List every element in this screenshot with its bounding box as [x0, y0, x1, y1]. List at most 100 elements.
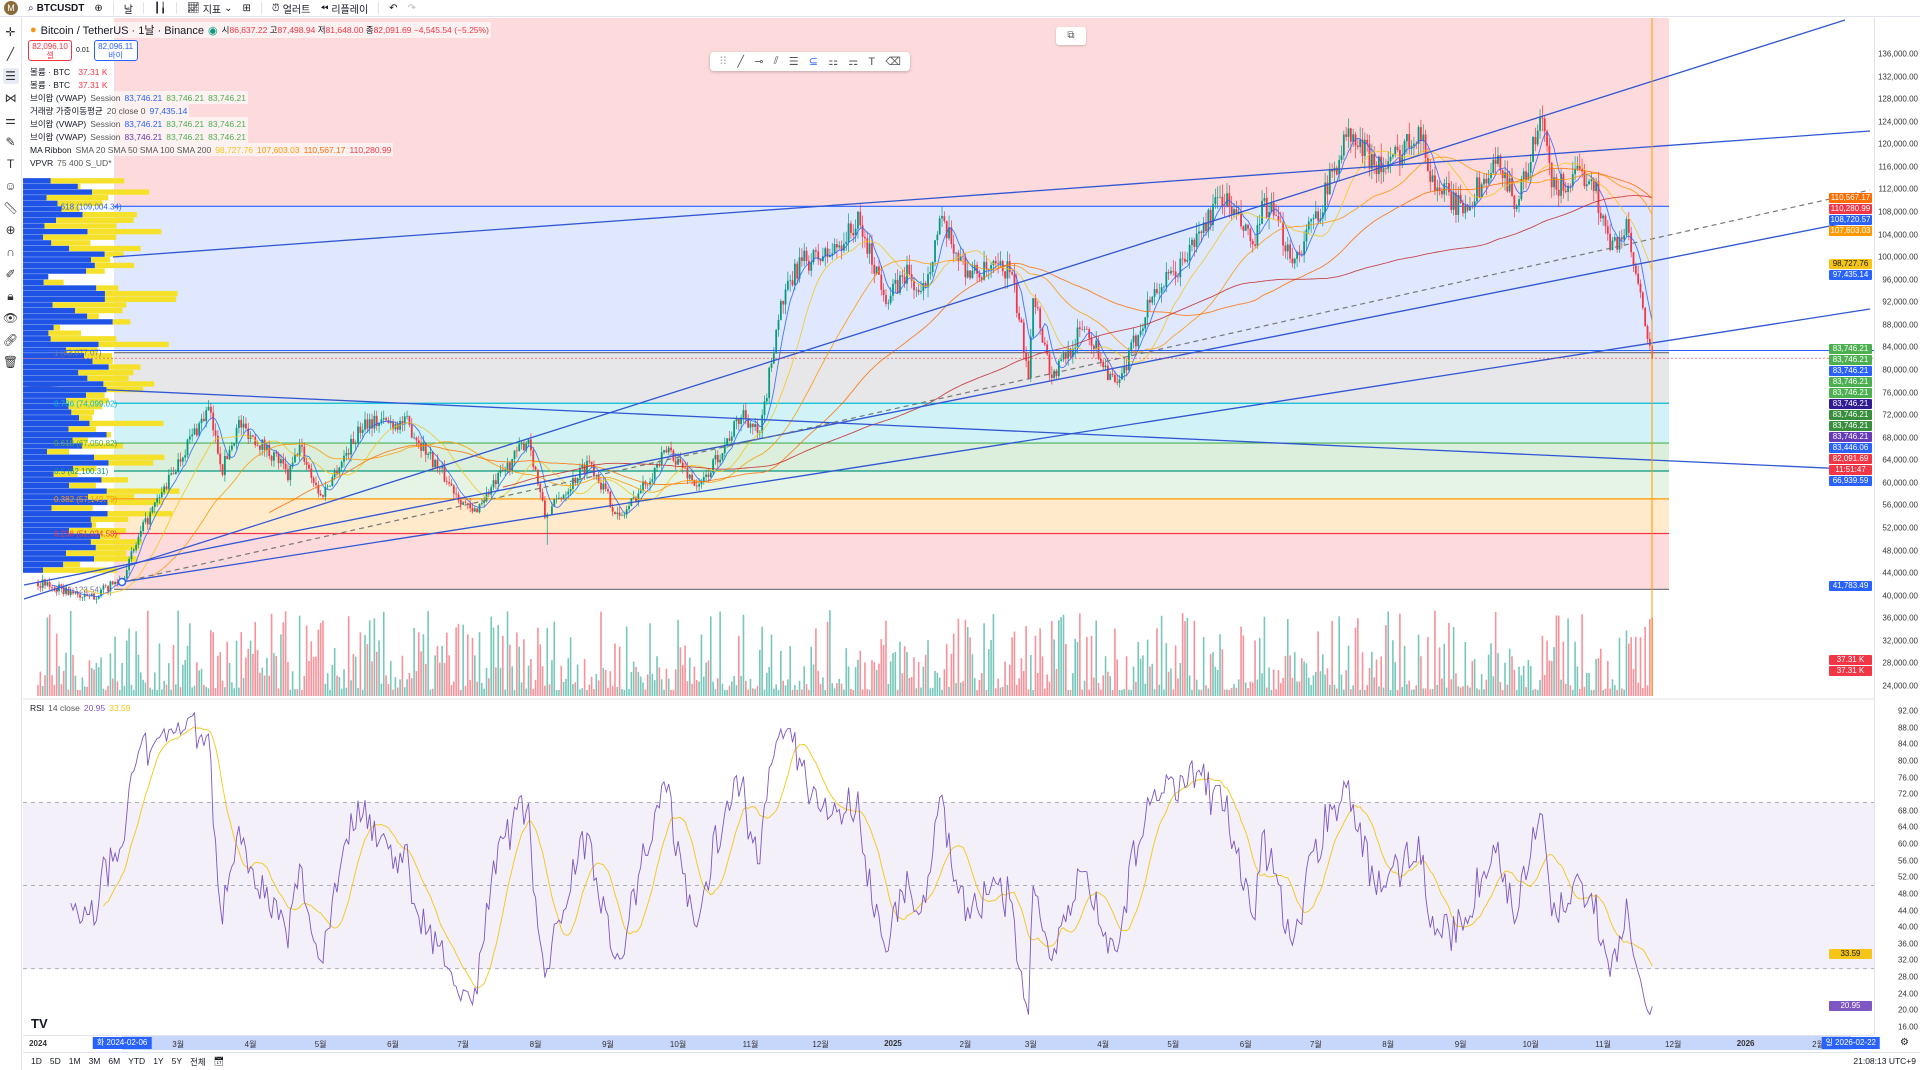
user-avatar[interactable]: M: [4, 1, 18, 15]
candle-body: [142, 522, 145, 531]
chart-canvas[interactable]: 1.618 (109,004.34)1 (83,077.07)0.786 (74…: [23, 18, 1874, 1035]
volume-bar: [499, 667, 502, 696]
indicators-button[interactable]: 📈︎ 지표 ⌄: [187, 1, 233, 16]
interval-button[interactable]: 날: [123, 4, 133, 16]
indicator-row[interactable]: VPVR 75 400 S_UD*: [28, 156, 114, 169]
volume-bar: [1637, 682, 1639, 696]
ruler-icon[interactable]: 📏︎: [2, 201, 19, 215]
indicator-row[interactable]: 볼륨 · BTC 37.31 K: [28, 65, 110, 78]
candle-body: [857, 211, 859, 229]
candle-body: [1300, 254, 1303, 256]
symbol-title[interactable]: Bitcoin / TetherUS · 1날 · Binance: [40, 25, 205, 37]
range-button-1Y[interactable]: 1Y: [153, 1055, 164, 1066]
range-button-YTD[interactable]: YTD: [128, 1055, 146, 1066]
emoji-icon[interactable]: ☺: [4, 179, 17, 193]
fib-retracement-icon[interactable]: ⊆: [808, 56, 819, 68]
fib-extension-icon[interactable]: ⚏: [828, 56, 839, 68]
replay-button[interactable]: ⏪︎ 리플레이: [320, 1, 368, 16]
lock-icon[interactable]: 🔒︎: [7, 288, 14, 303]
text-icon[interactable]: T: [868, 55, 876, 68]
volume-profile-bar: [23, 556, 95, 562]
goto-date-icon[interactable]: 📅︎: [213, 1056, 225, 1066]
drag-handle-icon[interactable]: ⠿: [719, 56, 728, 68]
range-button-5D[interactable]: 5D: [49, 1055, 61, 1066]
brush-icon[interactable]: ✎: [5, 135, 16, 149]
volume-bar: [1314, 671, 1317, 696]
indicator-params: 75 400 S_UD*: [57, 157, 112, 168]
volume-bar: [997, 678, 999, 696]
stay-drawing-icon[interactable]: ✐: [5, 267, 16, 281]
fib-channel-icon[interactable]: ⚎: [848, 56, 859, 68]
pitchfork-icon[interactable]: ☰: [788, 56, 799, 68]
range-button-1M[interactable]: 1M: [68, 1055, 81, 1066]
time-axis[interactable]: 2024 3월 4월 5월 6월 7월 8월 9월 10월 11월 12월 2025 2월 3월 4월 5월 6…: [23, 1035, 1880, 1050]
undo-button[interactable]: ↶: [389, 3, 397, 14]
time-end-badge[interactable]: 일 2026-02-22: [1821, 1037, 1880, 1049]
axis-settings-icon[interactable]: ⚙: [1900, 1037, 1909, 1048]
volume-profile-bar: [107, 499, 163, 506]
clock[interactable]: 21:08:13 UTC+9: [1853, 1056, 1916, 1066]
crosshair-icon[interactable]: ✛: [5, 25, 16, 39]
price-axis[interactable]: 136,000.00 132,000.00 128,000.00 124,000.00…: [1874, 18, 1920, 1035]
symbol-search[interactable]: ⌕ BTCUSDT: [28, 3, 84, 14]
range-button-1D[interactable]: 1D: [31, 1055, 42, 1066]
alert-button[interactable]: ⏰︎ 얼러트: [272, 1, 310, 16]
volume-bar: [1118, 689, 1121, 696]
parallel-channel-icon[interactable]: ⫽: [773, 55, 779, 67]
indicator-row[interactable]: 브이왑 (VWAP) Session 83,746.21 83,746.21 83,74…: [28, 130, 248, 143]
range-button-6M[interactable]: 6M: [108, 1055, 121, 1066]
forecast-icon[interactable]: ⚌: [5, 113, 16, 127]
range-button-3M[interactable]: 3M: [88, 1055, 101, 1066]
volume-bar: [86, 686, 88, 696]
indicator-row[interactable]: 브이왑 (VWAP) Session 83,746.21 83,746.21 83,74…: [28, 117, 248, 130]
magnet-icon[interactable]: ∩: [6, 245, 15, 259]
eraser-icon[interactable]: ⌫: [885, 56, 901, 68]
time-start-badge[interactable]: 화 2024-02-06: [92, 1037, 152, 1049]
candle-body: [1008, 261, 1011, 273]
chart-type-button[interactable]: ┃╽: [154, 3, 166, 14]
fib-retracement-icon[interactable]: ☰: [2, 68, 19, 84]
trend-line-icon[interactable]: ╱: [737, 56, 744, 68]
candle-body: [490, 487, 493, 495]
volume-bar: [1464, 642, 1467, 696]
volume-bar: [289, 689, 292, 696]
candle-body: [910, 274, 913, 281]
rsi-value: 20.95: [83, 702, 106, 713]
trash-icon[interactable]: 🗑︎: [2, 355, 19, 369]
candle-body: [887, 303, 890, 304]
horizontal-ray-icon[interactable]: ⊸: [754, 56, 764, 68]
buy-button[interactable]: 82,096.11 바이: [93, 40, 138, 61]
indicator-row[interactable]: 거래량 가중이동평균 20 close 0 97,435.14: [28, 104, 190, 117]
candle-body: [469, 503, 472, 509]
range-button-전체[interactable]: 전체: [190, 1056, 206, 1067]
volume-bar: [866, 689, 869, 696]
price-badge: 83,746.21: [1829, 354, 1872, 365]
indicator-row[interactable]: 브이왑 (VWAP) Session 83,746.21 83,746.21 83,74…: [28, 91, 248, 104]
candle-body: [294, 454, 296, 463]
rsi-name[interactable]: RSI: [30, 702, 45, 713]
volume-bar: [815, 628, 817, 696]
volume-bar: [957, 618, 960, 696]
volume-bar: [969, 637, 971, 696]
sell-button[interactable]: 82,096.10 셀: [28, 40, 72, 61]
candle-body: [1569, 185, 1572, 187]
volume-bar: [125, 640, 128, 696]
candle-body: [824, 248, 827, 257]
add-symbol-button[interactable]: ⊕: [94, 3, 102, 14]
range-button-5Y[interactable]: 5Y: [171, 1055, 182, 1066]
volume-bar: [1230, 687, 1233, 696]
text-icon[interactable]: T: [6, 157, 15, 171]
pattern-icon[interactable]: ⋈: [4, 91, 17, 105]
zoom-in-icon[interactable]: ⊕: [5, 223, 16, 237]
object-tree-button[interactable]: ⧉: [1056, 27, 1086, 45]
candle-body: [777, 319, 780, 330]
indicator-row[interactable]: 볼륨 · BTC 37.31 K: [28, 78, 110, 91]
trend-line-icon[interactable]: ╱: [6, 47, 15, 61]
templates-button[interactable]: ⊞: [243, 3, 251, 14]
eye-icon[interactable]: 👁︎: [2, 311, 19, 325]
volume-bar: [621, 688, 623, 696]
volume-bar: [1160, 615, 1163, 696]
indicator-row[interactable]: MA Ribbon SMA 20 SMA 50 SMA 100 SMA 200 98…: [28, 143, 394, 156]
link-icon[interactable]: 🔗︎: [2, 333, 19, 347]
redo-button[interactable]: ↷: [408, 3, 416, 14]
